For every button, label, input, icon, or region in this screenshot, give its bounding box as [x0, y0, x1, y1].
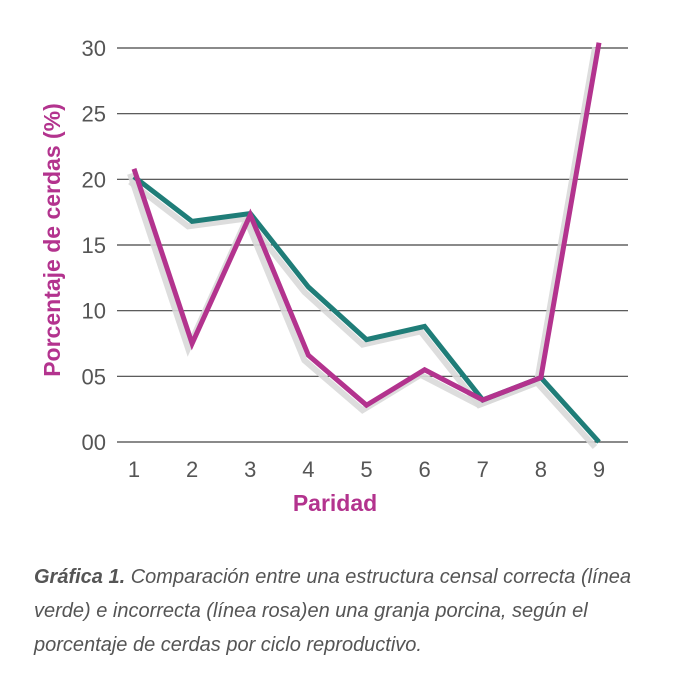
- series-lines: [127, 42, 602, 450]
- y-axis-title: Porcentaje de cerdas (%): [39, 103, 65, 377]
- series-line-2: [131, 42, 602, 409]
- caption-label: Gráfica 1.: [34, 566, 126, 588]
- y-tick-label: 30: [82, 36, 106, 61]
- series-shadow-2: [127, 47, 598, 414]
- y-tick-label: 15: [82, 233, 106, 258]
- y-tick-label: 25: [82, 102, 106, 127]
- x-tick-label: 2: [186, 457, 198, 482]
- y-tick-label: 10: [82, 299, 106, 324]
- x-tick-label: 9: [593, 457, 605, 482]
- figure-caption: Gráfica 1. Comparación entre una estruct…: [34, 560, 654, 662]
- y-tick-label: 05: [82, 364, 106, 389]
- grid-lines: [117, 47, 628, 443]
- x-tick-label: 5: [360, 457, 372, 482]
- line-chart: 00 05 10 15 20 25 30 1 2 3 4 5 6 7 8 9 Porcentaje de c…: [39, 36, 628, 516]
- x-tick-label: 1: [128, 457, 140, 482]
- y-tick-label: 20: [82, 167, 106, 192]
- y-tick-labels: 00 05 10 15 20 25 30: [82, 36, 106, 455]
- caption-text: Comparación entre una estructura censal …: [34, 566, 631, 656]
- x-tick-label: 7: [477, 457, 489, 482]
- x-axis-title: Paridad: [293, 490, 377, 516]
- x-tick-label: 6: [419, 457, 431, 482]
- x-tick-label: 8: [535, 457, 547, 482]
- y-tick-label: 00: [82, 430, 106, 455]
- x-tick-label: 3: [244, 457, 256, 482]
- x-tick-label: 4: [302, 457, 314, 482]
- x-tick-labels: 1 2 3 4 5 6 7 8 9: [128, 457, 605, 482]
